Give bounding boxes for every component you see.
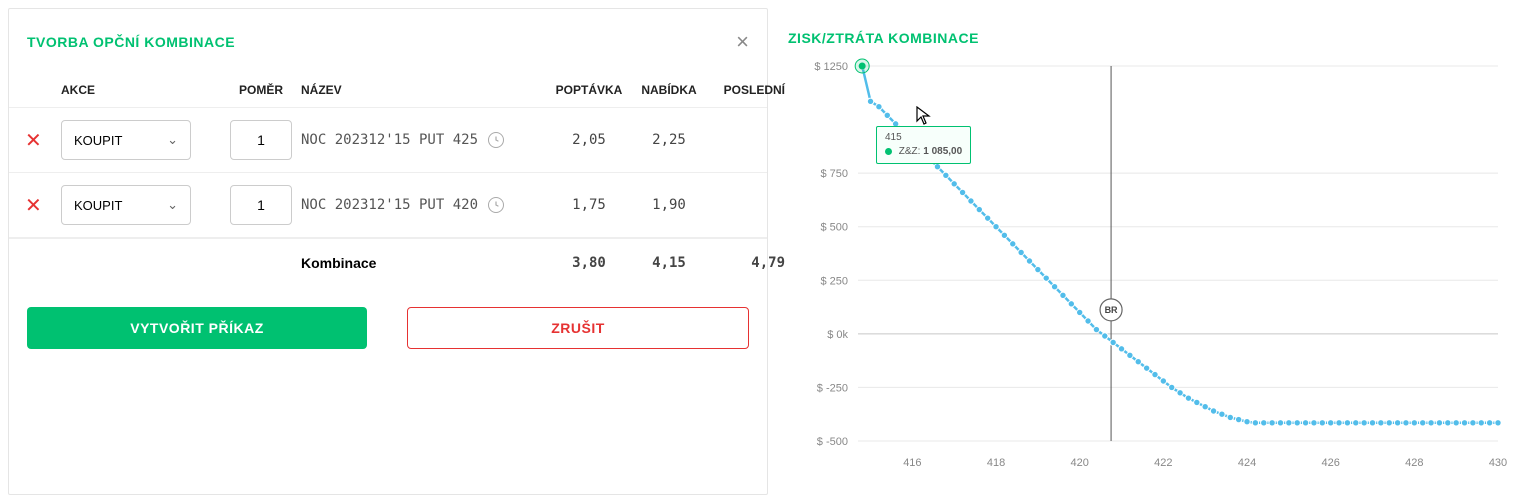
- combination-summary-row: Kombinace 3,80 4,15 4,79: [9, 238, 767, 287]
- svg-text:428: 428: [1405, 457, 1423, 469]
- col-action: AKCE: [61, 83, 221, 97]
- ask-value: 2,25: [629, 132, 709, 148]
- svg-text:$ -500: $ -500: [817, 436, 848, 448]
- summary-ask: 4,15: [629, 255, 709, 271]
- option-row: ✕ KOUPIT ⌄ NOC 202312'15 PUT 425 2,05 2,…: [9, 107, 767, 172]
- action-value: KOUPIT: [74, 198, 122, 213]
- chart-tooltip: 415 Z&Z: 1 085,00: [876, 126, 971, 164]
- option-combination-panel: TVORBA OPČNÍ KOMBINACE × AKCE POMĚR NÁZE…: [8, 8, 768, 495]
- col-bid: POPTÁVKA: [549, 83, 629, 97]
- svg-text:$ 1250: $ 1250: [814, 61, 848, 73]
- summary-bid: 3,80: [549, 255, 629, 271]
- ratio-input[interactable]: [230, 120, 292, 160]
- svg-text:422: 422: [1154, 457, 1172, 469]
- ask-value: 1,90: [629, 197, 709, 213]
- action-select[interactable]: KOUPIT ⌄: [61, 185, 191, 225]
- col-ask: NABÍDKA: [629, 83, 709, 97]
- col-ratio: POMĚR: [221, 83, 301, 97]
- svg-text:$ 250: $ 250: [820, 275, 848, 287]
- summary-last: 4,79: [709, 255, 789, 271]
- action-select[interactable]: KOUPIT ⌄: [61, 120, 191, 160]
- clock-icon: [488, 132, 504, 148]
- option-name: NOC 202312'15 PUT 425: [301, 132, 549, 148]
- svg-text:$ 0k: $ 0k: [827, 329, 848, 341]
- option-name: NOC 202312'15 PUT 420: [301, 197, 549, 213]
- panel-title: TVORBA OPČNÍ KOMBINACE: [27, 34, 235, 50]
- chevron-down-icon: ⌄: [167, 132, 178, 148]
- col-last: POSLEDNÍ: [709, 83, 789, 97]
- svg-text:418: 418: [987, 457, 1005, 469]
- cancel-button[interactable]: ZRUŠIT: [407, 307, 749, 349]
- svg-text:420: 420: [1071, 457, 1089, 469]
- svg-text:430: 430: [1489, 457, 1507, 469]
- option-row: ✕ KOUPIT ⌄ NOC 202312'15 PUT 420 1,75 1,…: [9, 172, 767, 238]
- close-icon[interactable]: ×: [736, 29, 749, 55]
- tooltip-dot-icon: [885, 148, 892, 155]
- profit-loss-chart: $ -500 $ -250 $ 0k $ 250 $ 500 $ 750 $ 1250 416…: [788, 56, 1508, 476]
- svg-text:424: 424: [1238, 457, 1256, 469]
- chart-title: ZISK/ZTRÁTA KOMBINACE: [788, 18, 1512, 56]
- table-header: AKCE POMĚR NÁZEV POPTÁVKA NABÍDKA POSLED…: [9, 63, 767, 107]
- profit-loss-panel: ZISK/ZTRÁTA KOMBINACE $ -500$ -250$ 0k$ …: [788, 8, 1522, 495]
- remove-row-icon[interactable]: ✕: [21, 128, 61, 153]
- summary-label: Kombinace: [301, 255, 549, 271]
- tooltip-label: Z&Z:: [899, 146, 921, 157]
- col-name: NÁZEV: [301, 83, 549, 97]
- remove-row-icon[interactable]: ✕: [21, 193, 61, 218]
- bid-value: 1,75: [549, 197, 629, 213]
- svg-text:$ 500: $ 500: [820, 222, 848, 234]
- ratio-input[interactable]: [230, 185, 292, 225]
- tooltip-x: 415: [885, 131, 962, 145]
- tooltip-value: 1 085,00: [923, 146, 962, 157]
- chevron-down-icon: ⌄: [167, 197, 178, 213]
- clock-icon: [488, 197, 504, 213]
- create-order-button[interactable]: VYTVOŘIT PŘÍKAZ: [27, 307, 367, 349]
- svg-text:426: 426: [1322, 457, 1340, 469]
- svg-text:$ 750: $ 750: [820, 168, 848, 180]
- svg-text:BR: BR: [1105, 305, 1118, 315]
- svg-text:$ -250: $ -250: [817, 382, 848, 394]
- bid-value: 2,05: [549, 132, 629, 148]
- action-value: KOUPIT: [74, 133, 122, 148]
- svg-text:416: 416: [903, 457, 921, 469]
